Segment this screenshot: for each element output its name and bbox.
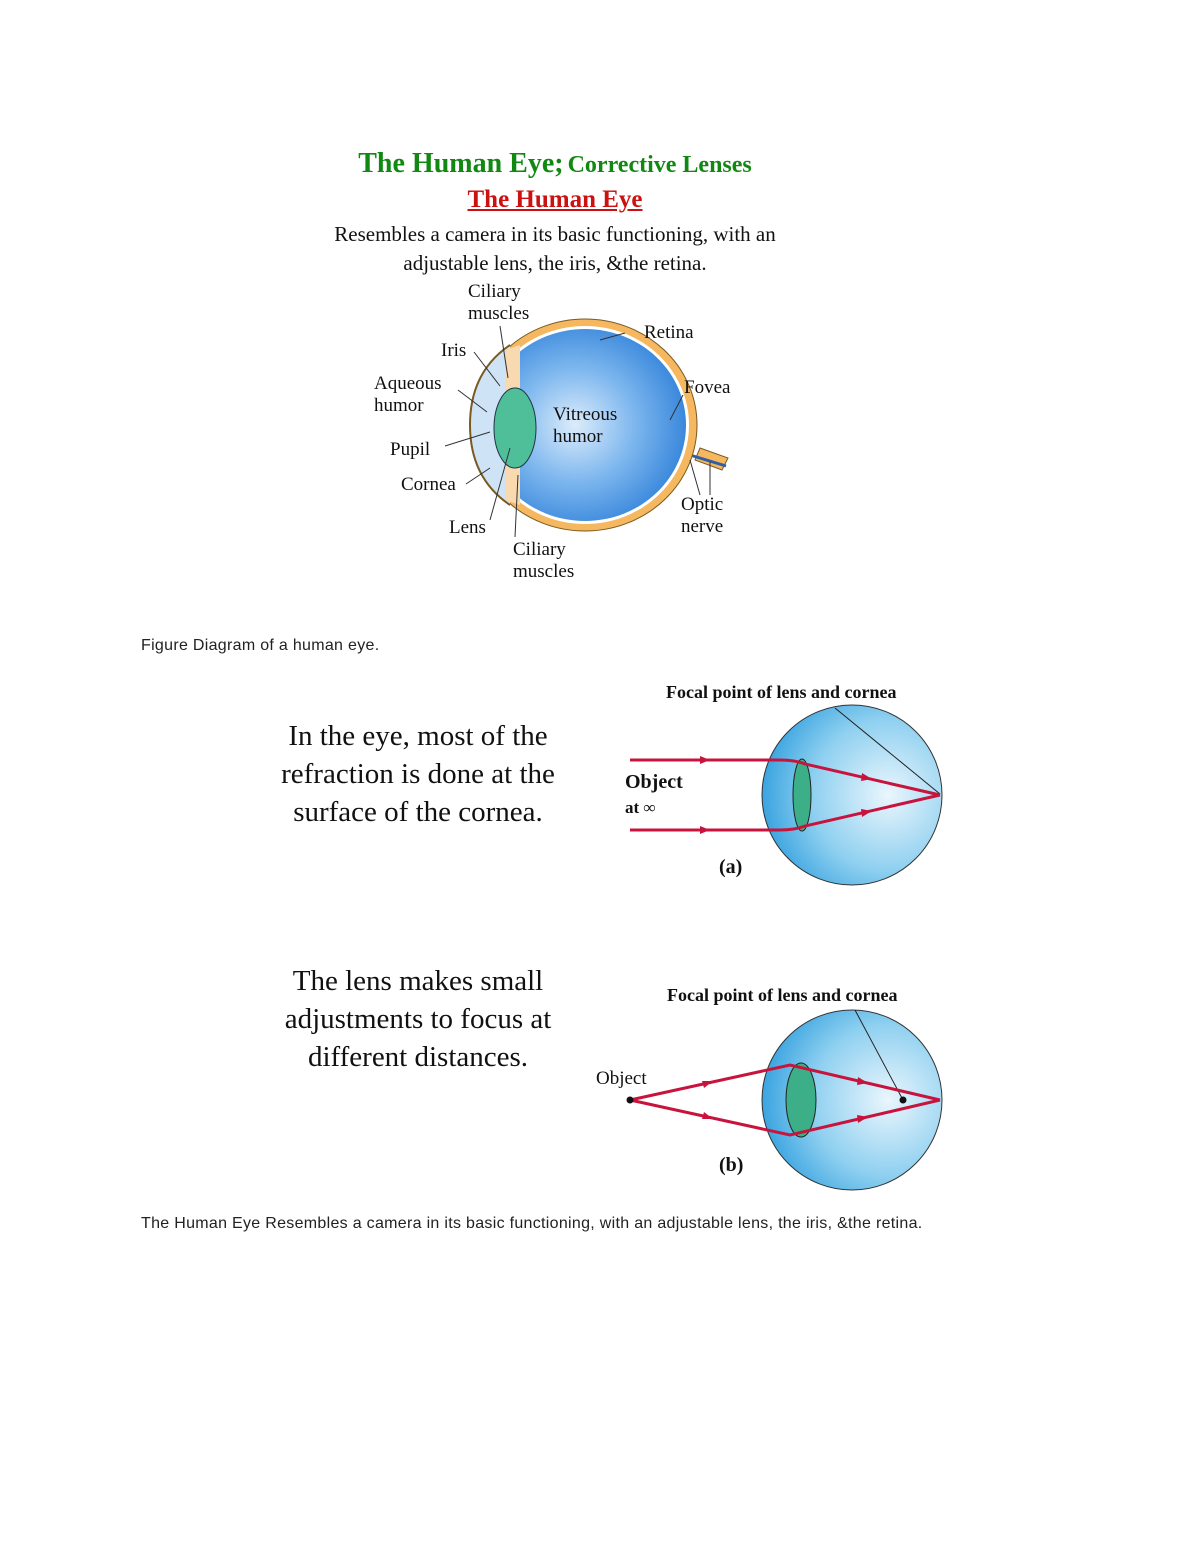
label-text: humor [374, 395, 424, 416]
figure-caption: The Human Eye Resembles a camera in its … [141, 1215, 923, 1232]
lens [792, 758, 812, 832]
tag-b: (b) [719, 1154, 744, 1176]
ray-arrows [702, 1077, 868, 1123]
light-rays [630, 758, 941, 832]
label-aqueous-humor: Aqueous humor [374, 373, 442, 417]
diagram-a [630, 704, 943, 886]
label-text: nerve [681, 516, 724, 537]
label-optic-nerve: Optic nerve [681, 494, 723, 538]
leader-lines [444, 325, 711, 538]
light-rays [629, 1063, 941, 1137]
text-line: The lens makes small [292, 965, 544, 997]
intro-line: adjustable lens, the iris, &the retina. [403, 251, 707, 275]
tag-a: (a) [719, 856, 743, 878]
page-title: The Human Eye; Corrective Lenses [0, 148, 1110, 180]
label-text: Vitreous [553, 404, 618, 425]
title-main: The Human Eye; [358, 148, 564, 179]
intro-line: Resembles a camera in its basic function… [334, 222, 776, 246]
intro-text: Resembles a camera in its basic function… [0, 220, 1110, 278]
diagram-b [626, 1009, 943, 1191]
label-vitreous-humor: Vitreous humor [553, 404, 617, 448]
label-retina: Retina [644, 322, 694, 343]
label-text: Ciliary [513, 539, 566, 560]
label-pupil: Pupil [390, 439, 431, 460]
label-cornea: Cornea [401, 474, 456, 495]
panel-a-text: In the eye, most of the refraction is do… [258, 717, 578, 831]
focal-leader [854, 1009, 904, 1101]
label-iris: Iris [441, 340, 467, 361]
text-line: adjustments to focus at [284, 1003, 552, 1035]
object-point [626, 1096, 634, 1104]
label-text: muscles [468, 303, 530, 324]
object-label-a: Object [625, 771, 683, 793]
object-label-b: Object [596, 1068, 647, 1089]
label-text: humor [553, 426, 603, 447]
text-line: different distances. [307, 1041, 529, 1073]
focal-label-a: Focal point of lens and cornea [666, 682, 897, 702]
focal-leader [834, 707, 941, 795]
text-line: surface of the cornea. [293, 796, 543, 828]
label-lens: Lens [449, 517, 486, 538]
section-title: The Human Eye [0, 186, 1110, 214]
figure-caption: Figure Diagram of a human eye. [141, 637, 380, 654]
ray-arrows [700, 756, 872, 834]
eye-diagram [444, 318, 729, 538]
lens [785, 1062, 817, 1138]
label-text: Optic [681, 494, 724, 515]
label-text: Aqueous [374, 373, 442, 394]
focal-point [899, 1096, 907, 1104]
label-ciliary-top: Ciliary muscles [468, 281, 529, 325]
eyeball [761, 1009, 943, 1191]
eyeball [761, 704, 943, 886]
label-ciliary-bottom: Ciliary muscles [513, 539, 574, 583]
label-fovea: Fovea [684, 377, 731, 398]
focal-label-b: Focal point of lens and cornea [667, 985, 898, 1005]
text-line: refraction is done at the [281, 758, 555, 790]
label-text: Ciliary [468, 281, 521, 302]
panel-b-text: The lens makes small adjustments to focu… [258, 962, 578, 1076]
eyeball [468, 318, 729, 532]
object-distance-label: at ∞ [625, 798, 656, 817]
text-line: In the eye, most of the [288, 720, 548, 752]
title-sub: Corrective Lenses [567, 152, 752, 178]
label-text: muscles [513, 561, 575, 582]
section-title-text: The Human Eye [467, 186, 643, 213]
